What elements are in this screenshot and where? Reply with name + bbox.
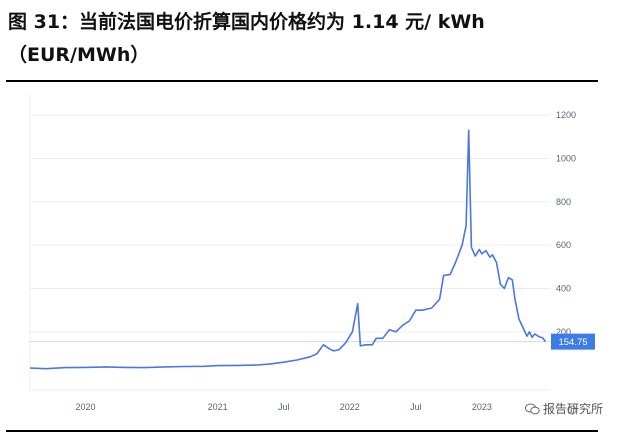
current-value-label: 154.75: [558, 337, 587, 348]
y-tick-label: 200: [556, 327, 571, 337]
figure-title: 图 31：当前法国电价折算国内价格约为 1.14 元/ kWh （EUR/MWh…: [8, 6, 628, 72]
x-tick-label: 2022: [340, 402, 360, 412]
watermark-text: 报告研究所: [543, 402, 604, 416]
x-tick-label: Jul: [278, 402, 290, 412]
y-tick-label: 1200: [556, 110, 576, 120]
price-series-line: [29, 129, 547, 370]
x-tick-label: Jul: [410, 402, 422, 412]
x-tick-label: 2021: [208, 402, 228, 412]
watermark: 报告研究所: [525, 400, 603, 417]
y-tick-label: 600: [556, 240, 571, 250]
x-tick-label: 2023: [472, 402, 492, 412]
y-tick-label: 400: [556, 284, 571, 294]
y-tick-label: 1000: [556, 154, 576, 164]
current-value-badge: [551, 333, 595, 350]
top-divider: [6, 80, 598, 82]
price-line-chart: 200 400 600 800 1000 1200 2020 2021 Jul 2022 Jul 20…: [29, 94, 595, 415]
chart-area: 200 400 600 800 1000 1200 2020 2021 Jul 2022 Jul 20…: [0, 86, 639, 426]
figure-title-line2: （EUR/MWh）: [8, 44, 150, 66]
figure-title-line1: 图 31：当前法国电价折算国内价格约为 1.14 元/ kWh: [8, 11, 485, 33]
y-tick-label: 800: [556, 197, 571, 207]
settings-gear-icon: [567, 405, 577, 415]
bottom-divider: [6, 430, 598, 432]
wechat-icon: [525, 403, 540, 414]
x-tick-label: 2020: [75, 402, 95, 412]
